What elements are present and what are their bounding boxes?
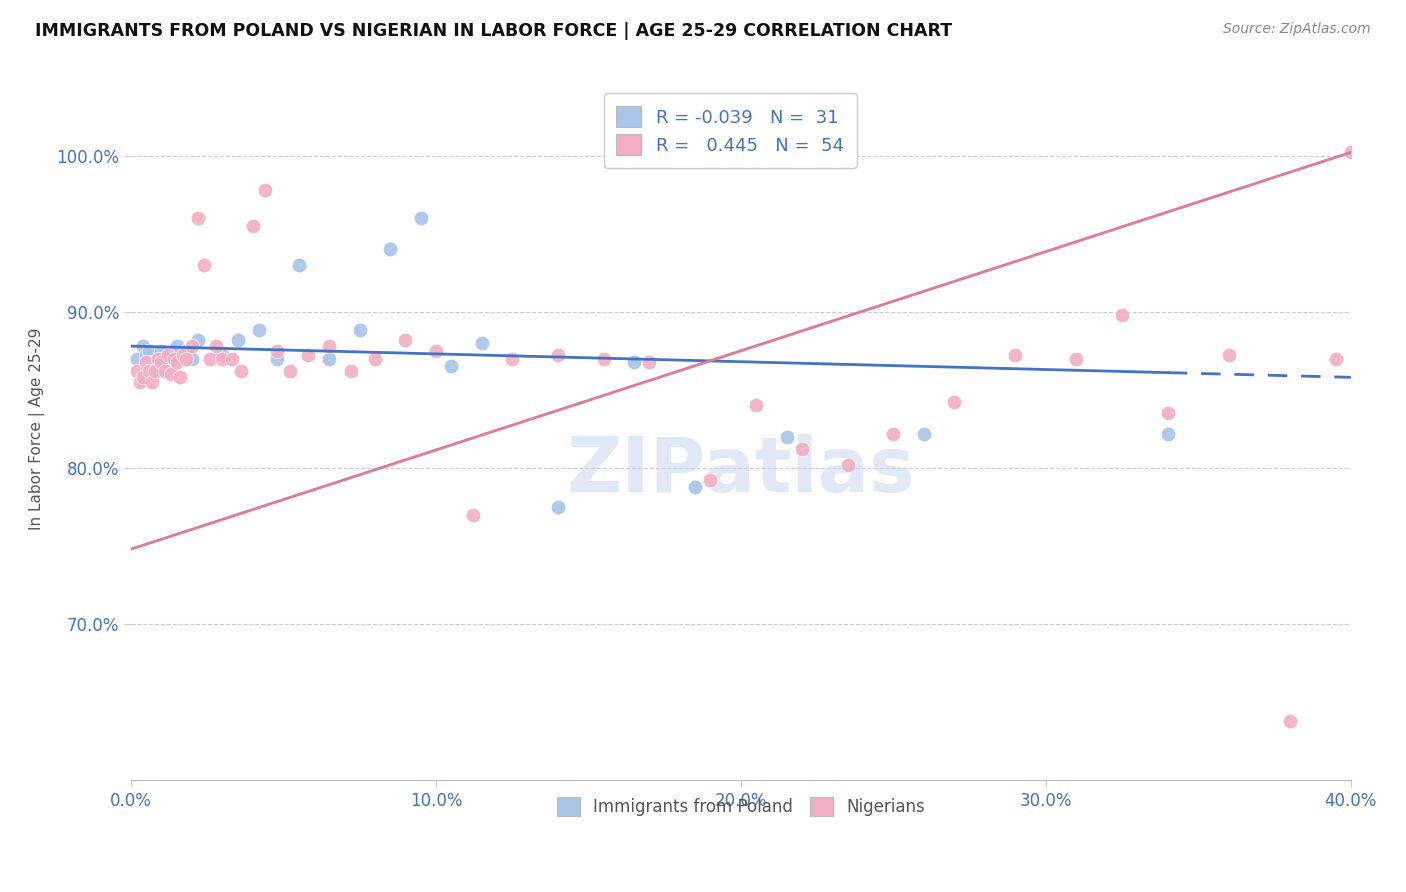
Point [266, 351, 288, 366]
Point [254, 183, 277, 197]
Point [187, 333, 209, 347]
Point [287, 258, 309, 272]
Point [145, 364, 167, 378]
Point [318, 351, 340, 366]
Point [461, 508, 484, 522]
Point [318, 339, 340, 353]
Point [1218, 348, 1240, 362]
Point [163, 351, 186, 366]
Text: ZIPatlas: ZIPatlas [567, 434, 915, 508]
Point [148, 351, 170, 366]
Point [1278, 714, 1301, 728]
Point [247, 323, 270, 337]
Point [148, 351, 170, 366]
Point [547, 500, 569, 514]
Point [745, 399, 768, 413]
Point [150, 343, 173, 358]
Point [135, 355, 157, 369]
Point [159, 368, 181, 382]
Point [349, 323, 371, 337]
Point [501, 351, 523, 366]
Point [837, 458, 859, 472]
Point [775, 430, 797, 444]
Point [266, 343, 288, 358]
Point [380, 242, 402, 256]
Point [211, 351, 233, 366]
Point [174, 343, 197, 358]
Point [187, 211, 209, 225]
Point [278, 364, 301, 378]
Point [229, 364, 252, 378]
Legend: Immigrants from Poland, Nigerians: Immigrants from Poland, Nigerians [548, 789, 934, 825]
Point [174, 351, 197, 366]
Point [242, 219, 264, 233]
Point [1157, 426, 1180, 441]
Point [169, 370, 191, 384]
Point [394, 333, 416, 347]
Point [181, 339, 204, 353]
Point [129, 375, 152, 389]
Point [141, 355, 163, 369]
Point [181, 351, 204, 366]
Point [699, 474, 721, 488]
Point [409, 211, 432, 225]
Point [166, 355, 188, 369]
Point [200, 351, 222, 366]
Point [211, 348, 233, 362]
Point [547, 348, 569, 362]
Point [1157, 406, 1180, 420]
Point [790, 442, 813, 457]
Point [135, 348, 157, 362]
Point [138, 364, 160, 378]
Point [683, 480, 706, 494]
Point [153, 364, 176, 378]
Point [339, 364, 361, 378]
Point [132, 370, 155, 384]
Point [166, 339, 188, 353]
Point [297, 348, 319, 362]
Point [882, 426, 904, 441]
Point [193, 258, 215, 272]
Point [145, 364, 167, 378]
Point [172, 348, 194, 362]
Point [226, 333, 249, 347]
Point [125, 351, 148, 366]
Point [1340, 145, 1362, 160]
Point [125, 364, 148, 378]
Point [156, 348, 179, 362]
Point [141, 375, 163, 389]
Point [150, 355, 173, 369]
Text: IMMIGRANTS FROM POLAND VS NIGERIAN IN LABOR FORCE | AGE 25-29 CORRELATION CHART: IMMIGRANTS FROM POLAND VS NIGERIAN IN LA… [35, 22, 952, 40]
Point [221, 351, 243, 366]
Text: Source: ZipAtlas.com: Source: ZipAtlas.com [1223, 22, 1371, 37]
Point [364, 351, 387, 366]
Point [138, 343, 160, 358]
Point [132, 339, 155, 353]
Point [425, 343, 447, 358]
Point [912, 426, 935, 441]
Point [1324, 351, 1347, 366]
Point [638, 355, 661, 369]
Point [440, 359, 463, 374]
Point [471, 335, 494, 350]
Point [943, 395, 966, 409]
Point [592, 351, 614, 366]
Point [1111, 308, 1133, 322]
Y-axis label: In Labor Force | Age 25-29: In Labor Force | Age 25-29 [30, 327, 45, 530]
Point [1004, 348, 1026, 362]
Point [205, 339, 228, 353]
Point [153, 364, 176, 378]
Point [1066, 351, 1088, 366]
Point [156, 351, 179, 366]
Point [623, 355, 645, 369]
